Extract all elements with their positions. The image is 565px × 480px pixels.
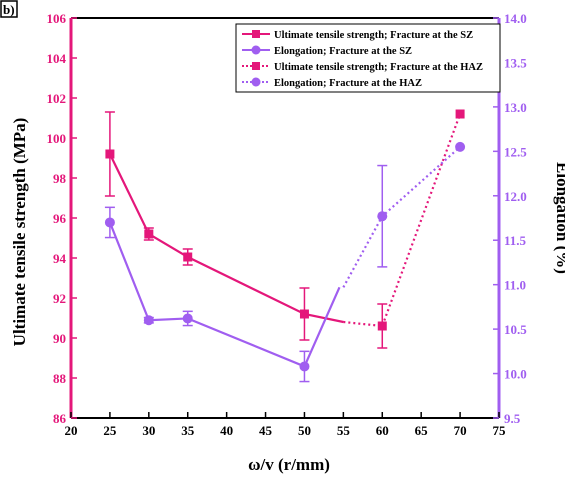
legend-item-uts-sz: Ultimate tensile strength; Fracture at t…	[242, 30, 473, 41]
y-right-tick-label: 11.5	[504, 233, 527, 248]
x-tick-label: 65	[415, 423, 429, 438]
x-tick-label: 30	[142, 423, 155, 438]
y-axis-left-title: Ultimate tensile strength (MPa)	[10, 118, 29, 347]
series-1	[104, 206, 341, 383]
y-left-tick-label: 90	[53, 331, 66, 346]
y-left-tick-label: 100	[47, 131, 67, 146]
y-left-tick-label: 92	[53, 291, 66, 306]
data-point	[143, 315, 154, 326]
y-right-tick-label: 12.0	[504, 189, 527, 204]
legend-item-elong-sz: Elongation; Fracture at the SZ	[242, 45, 412, 57]
data-point	[183, 252, 193, 262]
y-left-tick-label: 104	[47, 51, 67, 66]
data-point	[377, 211, 388, 222]
y-left-tick-label: 94	[53, 251, 67, 266]
y-right-tick-label: 10.5	[504, 322, 527, 337]
y-left-tick-label: 98	[53, 171, 67, 186]
x-tick-label: 70	[454, 423, 467, 438]
x-tick-label: 75	[493, 423, 507, 438]
x-tick-label: 55	[337, 423, 351, 438]
panel-label-text: b)	[3, 2, 15, 17]
data-point	[455, 109, 465, 119]
y-axis-right-title: Elongation (%)	[553, 162, 565, 274]
y-right-tick-label: 9.5	[504, 411, 521, 426]
y-right-tick-label: 11.0	[504, 278, 526, 293]
data-point	[299, 361, 310, 372]
y-left-tick-label: 96	[53, 211, 67, 226]
legend-label: Ultimate tensile strength; Fracture at t…	[274, 62, 483, 73]
x-axis-title: ω/v (r/mm)	[248, 455, 330, 474]
x-tick-label: 60	[376, 423, 389, 438]
x-tick-label: 50	[298, 423, 311, 438]
panel-label: b)	[0, 0, 18, 18]
x-tick-label: 45	[259, 423, 273, 438]
legend-label: Ultimate tensile strength; Fracture at t…	[274, 30, 473, 41]
legend-label: Elongation; Fracture at the HAZ	[274, 78, 422, 89]
series-line	[342, 146, 461, 288]
data-point	[455, 141, 466, 152]
y-right-tick-label: 12.5	[504, 144, 527, 159]
y-right-tick-label: 10.0	[504, 367, 527, 382]
x-tick-label: 40	[220, 423, 233, 438]
y-left-tick-label: 106	[47, 11, 67, 26]
x-tick-label: 35	[181, 423, 195, 438]
data-point	[104, 217, 115, 228]
legend-item-elong-haz: Elongation; Fracture at the HAZ	[242, 77, 422, 89]
y-right-tick-label: 14.0	[504, 11, 527, 26]
series-0	[104, 111, 344, 341]
x-tick-label: 20	[65, 423, 78, 438]
y-left-tick-label: 86	[53, 411, 67, 426]
y-right-tick-label: 13.0	[504, 100, 527, 115]
data-point	[299, 309, 309, 319]
y-left-tick-label: 102	[47, 91, 67, 106]
x-tick-label: 25	[103, 423, 117, 438]
data-point	[182, 313, 193, 324]
series-3	[342, 141, 466, 288]
legend: Ultimate tensile strength; Fracture at t…	[235, 23, 501, 93]
legend-label: Elongation; Fracture at the SZ	[274, 46, 412, 57]
data-point	[144, 229, 154, 239]
series-2	[343, 109, 465, 349]
series-line	[343, 113, 462, 328]
y-right-tick-label: 13.5	[504, 55, 527, 70]
y-left-tick-label: 88	[53, 371, 67, 386]
data-point	[377, 321, 387, 331]
legend-item-uts-haz: Ultimate tensile strength; Fracture at t…	[242, 62, 483, 73]
plot-area: 20 25 30 35 40 45 50 55 60 65 70 75 86 88 90 92 94 96 98 10…	[47, 11, 528, 438]
data-point	[105, 149, 115, 159]
